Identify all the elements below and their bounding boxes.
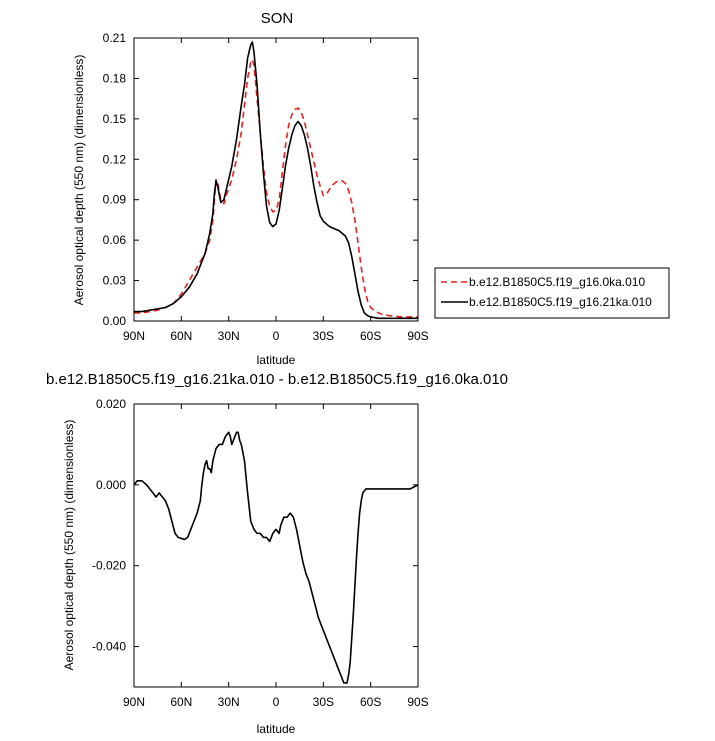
bottom-x-tick-label: 0 xyxy=(273,695,280,709)
top-y-tick-label: 0.15 xyxy=(103,112,127,126)
top-series-line-0 xyxy=(134,58,418,318)
top-x-tick-label: 0 xyxy=(273,329,280,343)
legend-label-0ka: b.e12.B1850C5.f19_g16.0ka.010 xyxy=(469,275,645,289)
top-ticks: 0.00 0.03 0.06 0.09 0.12 0.15 0.18 0.21 90N 60N 30… xyxy=(103,31,429,343)
top-y-tick-label: 0.03 xyxy=(103,274,127,288)
top-x-tick-label: 30N xyxy=(218,329,240,343)
legend-label-21ka: b.e12.B1850C5.f19_g16.21ka.010 xyxy=(469,295,652,309)
top-series-lines xyxy=(134,41,418,320)
bottom-x-tick-label: 30S xyxy=(313,695,334,709)
bottom-y-axis-label: Aerosol optical depth (550 nm) (dimensio… xyxy=(62,420,76,671)
bottom-plot-frame xyxy=(133,403,419,688)
top-plot-frame xyxy=(133,37,419,322)
bottom-y-tick-label: -0.020 xyxy=(92,559,126,573)
top-chart-title: SON xyxy=(261,10,294,27)
top-y-tick-label: 0.18 xyxy=(103,71,127,85)
bottom-panel: b.e12.B1850C5.f19_g16.21ka.010 - b.e12.B… xyxy=(46,371,508,736)
bottom-y-tick-label: 0.000 xyxy=(96,478,126,492)
top-y-axis-label: Aerosol optical depth (550 nm) (dimensio… xyxy=(72,55,86,306)
bottom-chart-title: b.e12.B1850C5.f19_g16.21ka.010 - b.e12.B… xyxy=(46,371,508,388)
bottom-ticks: 0.020 0.000 -0.020 -0.040 90N 60N 30N 0 30S 60S 90… xyxy=(92,397,429,709)
bottom-x-tick-label: 90S xyxy=(407,695,428,709)
top-x-tick-label: 60N xyxy=(170,329,192,343)
top-y-tick-label: 0.09 xyxy=(103,193,127,207)
legend: b.e12.B1850C5.f19_g16.0ka.010 b.e12.B185… xyxy=(434,267,670,319)
top-y-tick-label: 0.00 xyxy=(103,314,127,328)
legend-box xyxy=(434,267,670,319)
bottom-x-tick-label: 60N xyxy=(170,695,192,709)
bottom-y-tick-label: 0.020 xyxy=(96,397,126,411)
top-x-tick-label: 90S xyxy=(407,329,428,343)
top-x-axis-label: latitude xyxy=(257,353,296,367)
bottom-series-lines xyxy=(133,431,419,684)
top-series-line-1 xyxy=(134,41,418,320)
bottom-x-tick-label: 90N xyxy=(123,695,145,709)
top-x-tick-label: 60S xyxy=(360,329,381,343)
bottom-x-tick-label: 30N xyxy=(218,695,240,709)
bottom-x-tick-label: 60S xyxy=(360,695,381,709)
top-y-tick-label: 0.21 xyxy=(103,31,127,45)
top-y-tick-label: 0.06 xyxy=(103,233,127,247)
bottom-y-tick-label: -0.040 xyxy=(92,640,126,654)
top-x-tick-label: 90N xyxy=(123,329,145,343)
top-panel: SON Aerosol optical depth (550 nm) (dime… xyxy=(72,10,429,367)
bottom-series-line-0 xyxy=(133,431,419,684)
top-y-tick-label: 0.12 xyxy=(103,152,127,166)
top-x-tick-label: 30S xyxy=(313,329,334,343)
bottom-x-axis-label: latitude xyxy=(257,722,296,736)
